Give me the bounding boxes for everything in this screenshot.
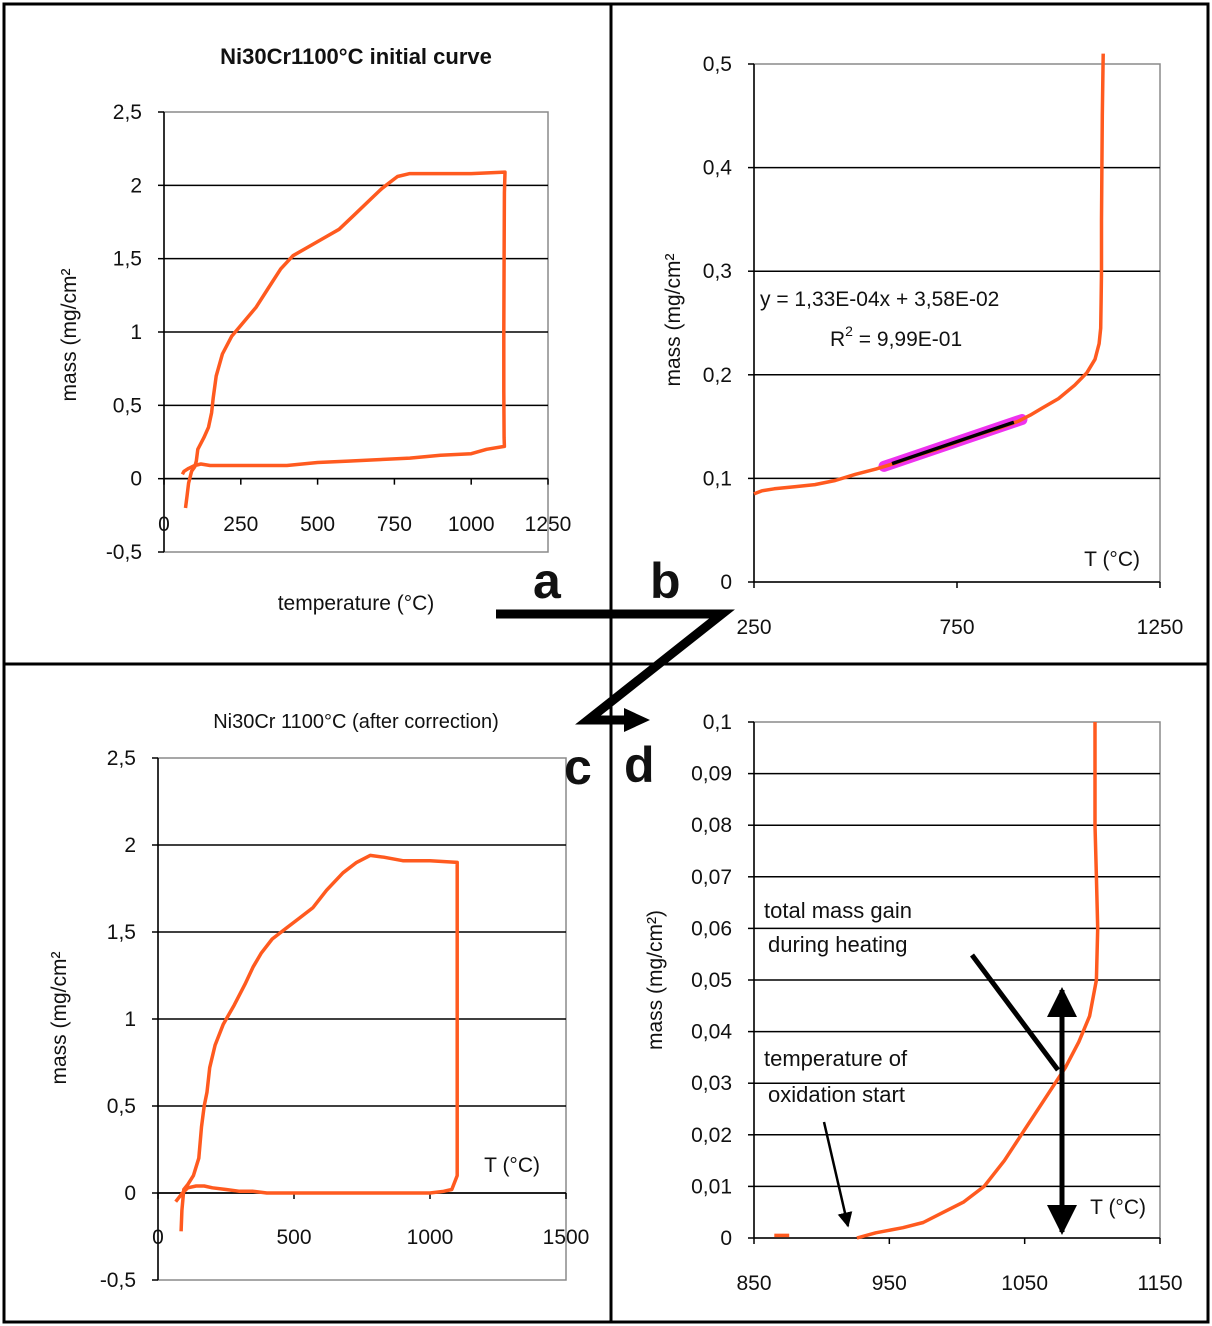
- panel-d-y-tick-label: 0,04: [691, 1021, 732, 1044]
- panel-d-mass-curve: [856, 722, 1100, 1240]
- panel-b-x-tick-label: 1250: [1137, 616, 1184, 639]
- panel-a-xlabel: temperature (°C): [278, 592, 435, 615]
- panel-d-y-tick-label: 0,09: [691, 763, 732, 786]
- annotation-mass-gain-line1: total mass gain: [764, 898, 912, 923]
- panel-a-y-tick-label: 2,5: [113, 101, 142, 124]
- panel-b-heating-zoom: 0 0,1 0,2 0,3 0,4 0,5 250 750 1250: [703, 53, 1184, 639]
- panel-b-y-tick-label: 0,4: [703, 157, 733, 180]
- panel-c-x-tick-label: 1500: [543, 1226, 590, 1249]
- panel-d-y-tick-label: 0,05: [691, 969, 732, 992]
- panel-d-xlabel: T (°C): [1090, 1196, 1146, 1219]
- panel-d-ylabel: mass (mg/cm²): [644, 910, 667, 1050]
- panel-b-xlabel: T (°C): [1084, 548, 1140, 571]
- panel-b-ylabel: mass (mg/cm²: [662, 254, 685, 387]
- panel-d-x-tick-label: 1150: [1137, 1272, 1182, 1295]
- panel-a-x-tick-label: 250: [223, 513, 258, 536]
- panel-letter-a: a: [533, 553, 562, 609]
- panel-c-y-tick-label: 1: [124, 1008, 136, 1031]
- panel-d-y-tick-label: 0,01: [691, 1175, 732, 1198]
- panel-b-x-tick-label: 750: [939, 616, 974, 639]
- panel-c-y-tick-label: 0: [124, 1182, 136, 1205]
- panel-letter-c: c: [564, 739, 592, 795]
- panel-letter-b: b: [650, 553, 681, 609]
- panel-d-y-tick-label: 0,02: [691, 1124, 732, 1147]
- fit-equation: y = 1,33E-04x + 3,58E-02: [760, 288, 999, 311]
- fit-r2: R2 = 9,99E-01: [830, 323, 962, 351]
- panel-c-x-tick-label: 500: [276, 1226, 311, 1249]
- panel-c-y-tick-label: 2: [124, 834, 136, 857]
- panel-c-after-correction: -0,5 0 0,5 1 1,5 2 2,5 0 500 1000 1500: [100, 747, 590, 1292]
- panel-d-x-tick-label: 1050: [1001, 1272, 1048, 1295]
- panel-a-y-tick-label: 1,5: [113, 248, 142, 271]
- panel-d-y-tick-label: 0,07: [691, 866, 732, 889]
- panel-b-y-tick-label: 0,1: [703, 467, 732, 490]
- panel-a-x-tick-label: 1250: [525, 513, 572, 536]
- panel-b-y-tick-label: 0,3: [703, 260, 732, 283]
- annotation-temp-start-line2: oxidation start: [768, 1082, 905, 1107]
- panel-c-y-tick-label: -0,5: [100, 1269, 136, 1292]
- annotation-arrows: [822, 953, 1077, 1235]
- panel-a-y-tick-label: -0,5: [106, 541, 142, 564]
- panel-d-y-tick-label: 0,08: [691, 814, 732, 837]
- panel-d-y-tick-label: 0,03: [691, 1072, 732, 1095]
- panel-a-x-tick-label: 0: [158, 513, 170, 536]
- panel-b-y-tick-label: 0,5: [703, 53, 732, 76]
- panel-a-y-tick-label: 1: [130, 321, 142, 344]
- panel-c-y-tick-label: 1,5: [107, 921, 136, 944]
- transition-arrow: [496, 609, 735, 732]
- panel-d-x-tick-label: 850: [736, 1272, 771, 1295]
- panel-c-y-tick-label: 0,5: [107, 1095, 136, 1118]
- linear-fit-line: [891, 420, 1015, 466]
- panel-a-y-tick-label: 2: [130, 174, 142, 197]
- panel-d-y-tick-label: 0: [720, 1227, 732, 1250]
- mass-gain-pointer-arrow: [969, 953, 1061, 1072]
- panel-b-mass-curve: [753, 53, 1105, 496]
- temp-start-pointer-arrow: [822, 1121, 853, 1228]
- panel-a-x-tick-label: 750: [377, 513, 412, 536]
- panel-d-x-tick-label: 950: [872, 1272, 907, 1295]
- panel-d-y-tick-label: 0,06: [691, 917, 732, 940]
- panel-letter-d: d: [624, 737, 655, 793]
- panel-c-x-tick-label: 0: [152, 1226, 164, 1249]
- panel-a-x-tick-label: 500: [300, 513, 335, 536]
- panel-a-x-tick-label: 1000: [448, 513, 495, 536]
- panel-b-x-tick-label: 250: [736, 616, 771, 639]
- panel-d-y-tick-label: 0,1: [703, 711, 732, 734]
- panel-c-y-tick-label: 2,5: [107, 747, 136, 770]
- panel-d-oxidation-start: 0 0,01 0,02 0,03 0,04 0,05 0,06 0,07 0,08 0,09 0,1…: [691, 711, 1182, 1295]
- panel-c-xlabel: T (°C): [484, 1154, 540, 1177]
- panel-c-x-tick-label: 1000: [407, 1226, 454, 1249]
- panel-a-initial-curve: -0,5 0 0,5 1 1,5 2 2,5 0 250 500 750 1000 1250: [106, 101, 572, 564]
- annotation-temp-start-line1: temperature of: [764, 1046, 908, 1071]
- panel-c-title: Ni30Cr 1100°C (after correction): [213, 711, 499, 733]
- annotation-mass-gain-line2: during heating: [768, 932, 907, 957]
- panel-a-mass-curve: [180, 170, 507, 509]
- panel-c-ylabel: mass (mg/cm²: [48, 952, 71, 1085]
- panel-a-y-tick-label: 0,5: [113, 394, 142, 417]
- panel-a-y-tick-label: 0: [130, 468, 142, 491]
- panel-a-ylabel: mass (mg/cm²: [58, 269, 81, 402]
- panel-b-y-tick-label: 0: [720, 571, 732, 594]
- panel-b-y-tick-label: 0,2: [703, 364, 732, 387]
- panel-a-title: Ni30Cr1100°C initial curve: [220, 44, 492, 69]
- panel-c-mass-curve: [174, 853, 459, 1232]
